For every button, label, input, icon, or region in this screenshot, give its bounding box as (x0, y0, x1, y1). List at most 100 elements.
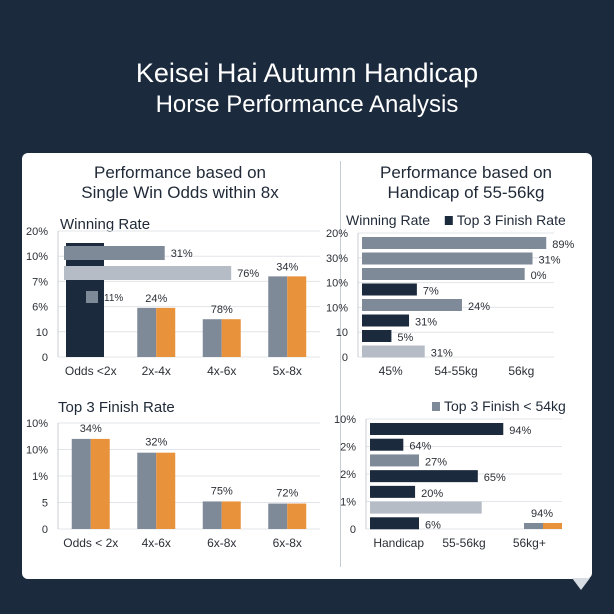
x-tick-label: 4x-6x (207, 364, 236, 378)
chart-title: Top 3 Finish Rate (58, 399, 175, 416)
hbar-navy (370, 485, 416, 498)
overlay-bar (64, 266, 232, 280)
hbar-label: 0% (531, 270, 547, 282)
y-tick-label: 2% (340, 442, 356, 454)
x-tick-label: Odds <2x (65, 364, 117, 378)
hbar-label: 5% (397, 332, 413, 344)
data-label: 72% (276, 488, 298, 500)
data-label: 32% (145, 437, 167, 449)
overlay-bar-label: 31% (171, 248, 193, 260)
y-tick-label: 0 (42, 352, 48, 364)
left-heading-line2: Single Win Odds within 8x (81, 183, 279, 202)
bar-gray (137, 307, 157, 357)
legend-label: Top 3 Finish < 54kg (444, 398, 566, 414)
x-tick-label: 4x-6x (142, 536, 171, 550)
hbar-navy (362, 314, 410, 327)
bar-orange (221, 501, 241, 529)
hbar-label: 27% (425, 456, 447, 468)
hbar-label: 31% (539, 255, 561, 267)
right-heading-line2: Handicap of 55-56kg (387, 183, 545, 202)
hbar-label: 20% (421, 488, 443, 500)
legend-marker (432, 402, 440, 411)
bar-gray (71, 438, 91, 529)
x-tick-label: Odds < 2x (63, 536, 118, 550)
y-tick-label: 20% (326, 228, 348, 240)
y-tick-label: 1% (340, 497, 356, 509)
bar-gray (137, 452, 157, 529)
right-panel-heading: Performance based on Handicap of 55-56kg (348, 163, 584, 203)
hbar-label: 94% (509, 425, 531, 437)
y-tick-label: 10% (26, 418, 48, 430)
x-tick-label: 54-55kg (434, 364, 477, 378)
y-tick-label: 30% (326, 253, 348, 265)
hbar-gray (362, 237, 547, 249)
hbar-navy (370, 423, 504, 435)
bar-gray (268, 276, 288, 357)
data-label: 34% (276, 261, 298, 273)
hbar-label: 65% (484, 472, 506, 484)
legend-label: Winning Rate (346, 212, 430, 228)
bar-gray (268, 503, 288, 529)
hbar-gray (370, 454, 419, 467)
left-panel-heading: Performance based on Single Win Odds wit… (30, 163, 330, 203)
bar-orange (156, 452, 176, 529)
data-label: 75% (211, 485, 233, 497)
handicap-rate-chart: 20% 30% 10% 10% 10 0 Winning Rate Top 3 Finish … (326, 212, 575, 378)
x-tick-label: 55-56kg (442, 536, 485, 550)
y-tick-label: 0 (42, 524, 48, 536)
page-title: Keisei Hai Autumn Handicap (135, 58, 479, 88)
x-tick-label: 45% (379, 364, 403, 378)
legend-label: Top 3 Finish Rate (457, 212, 566, 228)
background-bar-label: 11% (104, 293, 123, 304)
right-heading-line1: Performance based on (380, 163, 552, 182)
corner-triangle-icon (572, 578, 590, 590)
left-heading-line1: Performance based on (94, 163, 266, 182)
y-tick-label: 10% (26, 445, 48, 457)
y-tick-label: 10% (326, 278, 348, 290)
hbar-gray (362, 268, 525, 280)
top3-finish-rate-chart: Top 3 Finish Rate 10% 10% 1% 5 0 34% 32% 75% 72% O… (26, 399, 320, 550)
handicap-top3-chart: 10% 2% 2% 1% 0 Top 3 Finish < 54kg 94% 64% 27% 65… (334, 398, 566, 550)
bar-orange (156, 307, 176, 357)
page-subtitle: Horse Performance Analysis (155, 91, 459, 118)
hbar-label: 64% (409, 441, 431, 453)
hbar-navy (362, 330, 392, 342)
y-tick-label: 10 (36, 327, 48, 339)
data-label: 78% (211, 304, 233, 316)
x-tick-label: Handicap (373, 536, 424, 550)
hbar-gray (362, 299, 462, 311)
y-tick-label: 1% (32, 471, 48, 483)
data-label: 24% (145, 293, 167, 305)
y-tick-label: 2% (340, 469, 356, 481)
small-column-gray (524, 523, 543, 529)
y-tick-label: 10% (326, 302, 348, 314)
hbar-navy (362, 283, 417, 296)
bar-orange (287, 276, 307, 357)
y-tick-label: 20% (26, 226, 48, 238)
y-tick-label: 0 (350, 524, 356, 536)
legend-marker (444, 216, 453, 225)
hbar-gray (362, 252, 533, 265)
hbar-label: 31% (431, 348, 453, 360)
y-tick-label: 10% (26, 251, 48, 263)
bar-gray (202, 501, 222, 529)
small-column-orange (543, 523, 562, 529)
bar-orange (221, 319, 241, 357)
hbar-navy (370, 517, 419, 530)
analysis-card: Performance based on Single Win Odds wit… (22, 153, 592, 579)
x-tick-label: 5x-8x (273, 364, 302, 378)
hbar-light_gray (370, 501, 482, 514)
hbar-navy (370, 438, 404, 451)
hbar-label: 24% (468, 301, 490, 313)
background-bar-marker (86, 291, 98, 303)
hbar-label: 89% (552, 239, 574, 251)
y-tick-label: 6% (32, 302, 48, 314)
winning-rate-chart: Winning Rate 20% 10% 7% 6% 10 0 11% 24% 78% 34% 31%… (26, 216, 320, 378)
y-tick-label: 10% (334, 414, 356, 426)
bar-orange (287, 503, 307, 529)
bar-gray (202, 319, 222, 357)
y-tick-label: 10 (336, 327, 348, 339)
background-bar (66, 243, 104, 357)
y-tick-label: 5 (42, 498, 48, 510)
overlay-bar (64, 246, 165, 260)
